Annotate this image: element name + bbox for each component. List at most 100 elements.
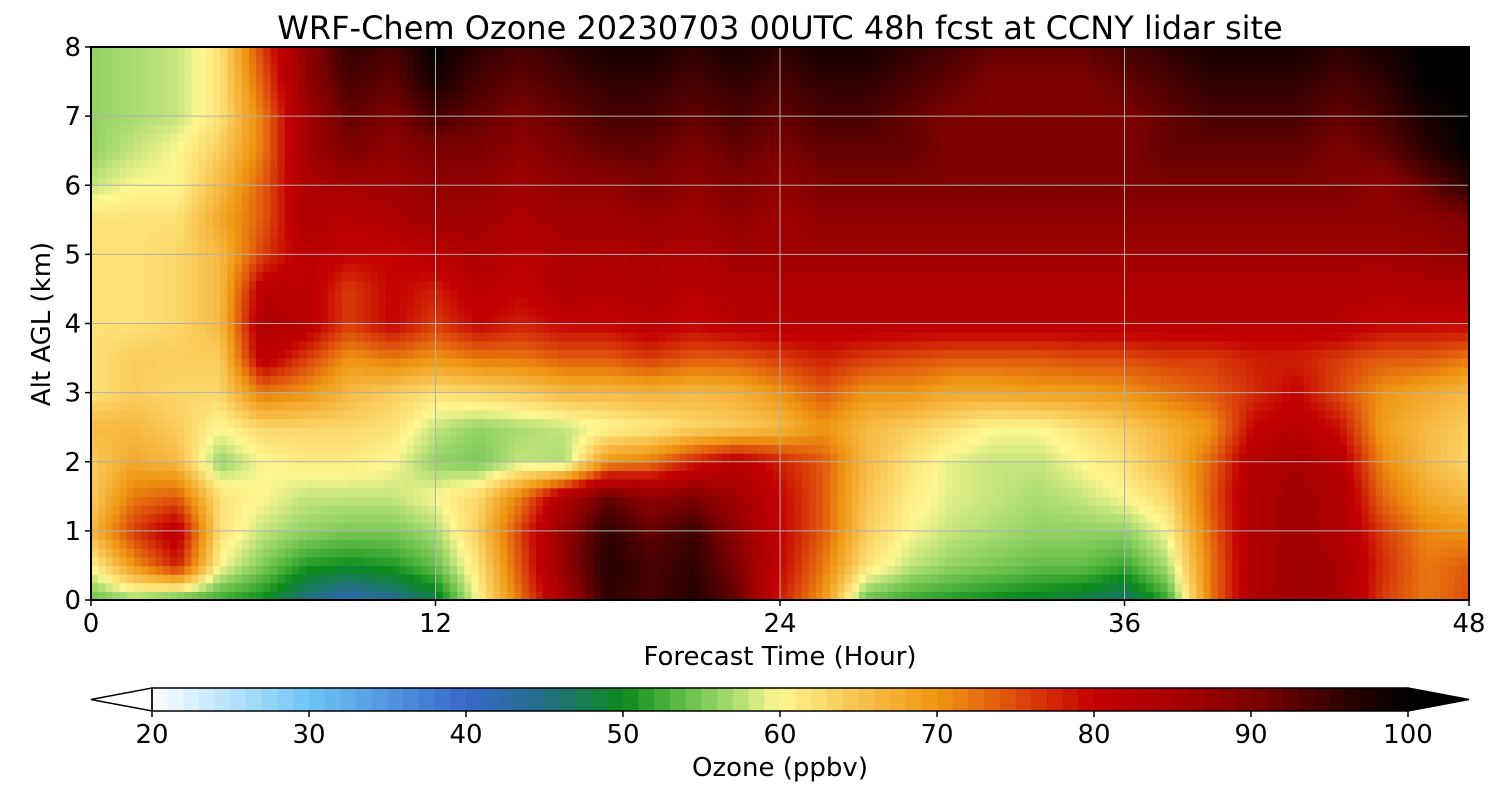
heatmap-cell [571, 574, 580, 584]
heatmap-cell [119, 574, 128, 584]
heatmap-cell [148, 530, 157, 541]
heatmap-cell [887, 522, 896, 532]
heatmap-cell [1167, 556, 1176, 567]
heatmap-cell [1059, 574, 1068, 584]
heatmap-cell [1361, 522, 1370, 532]
heatmap-cell [213, 548, 221, 558]
heatmap-cell [169, 453, 178, 463]
heatmap-cell [643, 479, 652, 489]
heatmap-cell [1224, 409, 1233, 420]
heatmap-cell [1296, 530, 1305, 541]
heatmap-cell [213, 418, 221, 428]
heatmap-cell [148, 427, 157, 437]
heatmap-cell [851, 504, 860, 515]
heatmap-cell [693, 427, 702, 437]
heatmap-cell [830, 409, 839, 420]
heatmap-cell [528, 548, 537, 558]
heatmap-cell [1375, 418, 1384, 428]
heatmap-cell [457, 375, 465, 385]
heatmap-cell [1332, 435, 1341, 446]
heatmap-cell [693, 582, 702, 592]
heatmap-cell [1239, 418, 1248, 428]
heatmap-cell [198, 513, 207, 523]
heatmap-cell [708, 522, 717, 532]
heatmap-cell [794, 522, 803, 532]
heatmap-cell [1138, 539, 1147, 549]
heatmap-cell [751, 435, 760, 446]
heatmap-cell [1196, 513, 1205, 523]
heatmap-cell [851, 435, 860, 446]
heatmap-cell [1174, 479, 1183, 489]
heatmap-cell [1081, 401, 1090, 411]
heatmap-cell [478, 470, 487, 480]
heatmap-cell [851, 444, 860, 454]
heatmap-cell [715, 504, 724, 515]
heatmap-cell [1303, 392, 1312, 402]
heatmap-cell [1117, 479, 1126, 489]
heatmap-cell [299, 435, 307, 446]
heatmap-cell [1189, 401, 1197, 411]
heatmap-cell [327, 392, 336, 402]
heatmap-cell [284, 487, 293, 497]
heatmap-cell [1074, 375, 1083, 385]
heatmap-cell [887, 375, 896, 385]
heatmap-cell [650, 461, 659, 471]
heatmap-cell [765, 582, 774, 592]
heatmap-cell [1117, 487, 1126, 497]
heatmap-cell [1253, 496, 1262, 506]
heatmap-cell [500, 513, 508, 523]
heatmap-cell [205, 409, 214, 420]
heatmap-cell [1382, 409, 1391, 420]
heatmap-cell [1138, 574, 1147, 584]
heatmap-cell [234, 453, 243, 463]
heatmap-cell [1045, 530, 1054, 541]
heatmap-cell [464, 383, 472, 394]
heatmap-cell [1397, 556, 1406, 567]
heatmap-cell [564, 487, 573, 497]
heatmap-cell [873, 539, 882, 549]
heatmap-cell [744, 530, 752, 541]
heatmap-cell [1239, 513, 1248, 523]
heatmap-cell [1454, 435, 1463, 446]
heatmap-cell [672, 504, 681, 515]
heatmap-cell [1059, 453, 1068, 463]
heatmap-cell [521, 487, 530, 497]
heatmap-cell [1067, 487, 1075, 497]
heatmap-cell [1397, 539, 1406, 549]
heatmap-cell [155, 574, 164, 584]
heatmap-cell [1418, 470, 1427, 480]
heatmap-cell [1275, 582, 1283, 592]
heatmap-cell [205, 496, 214, 506]
heatmap-cell [327, 479, 336, 489]
heatmap-cell [1024, 453, 1032, 463]
heatmap-cell [392, 582, 401, 592]
heatmap-cell [1124, 591, 1133, 600]
heatmap-cell [1275, 574, 1283, 584]
heatmap-cell [535, 401, 544, 411]
heatmap-cell [457, 591, 465, 600]
heatmap-cell [457, 401, 465, 411]
heatmap-cell [564, 539, 573, 549]
heatmap-cell [428, 591, 437, 600]
heatmap-cell [1346, 444, 1355, 454]
heatmap-cell [263, 409, 272, 420]
heatmap-cell [973, 461, 982, 471]
heatmap-cell [636, 383, 645, 394]
heatmap-cell [205, 574, 214, 584]
heatmap-cell [198, 409, 207, 420]
heatmap-cell [134, 574, 142, 584]
heatmap-cell [858, 574, 867, 584]
heatmap-cell [514, 496, 523, 506]
heatmap-cell [887, 383, 896, 394]
heatmap-cell [1117, 435, 1126, 446]
heatmap-cell [1447, 375, 1456, 385]
heatmap-cell [248, 522, 257, 532]
heatmap-cell [1124, 487, 1133, 497]
heatmap-cell [213, 504, 221, 515]
heatmap-cell [1117, 392, 1126, 402]
heatmap-cell [98, 470, 106, 480]
heatmap-cell [370, 582, 379, 592]
heatmap-cell [579, 409, 587, 420]
heatmap-cell [988, 418, 996, 428]
heatmap-cell [256, 591, 264, 600]
